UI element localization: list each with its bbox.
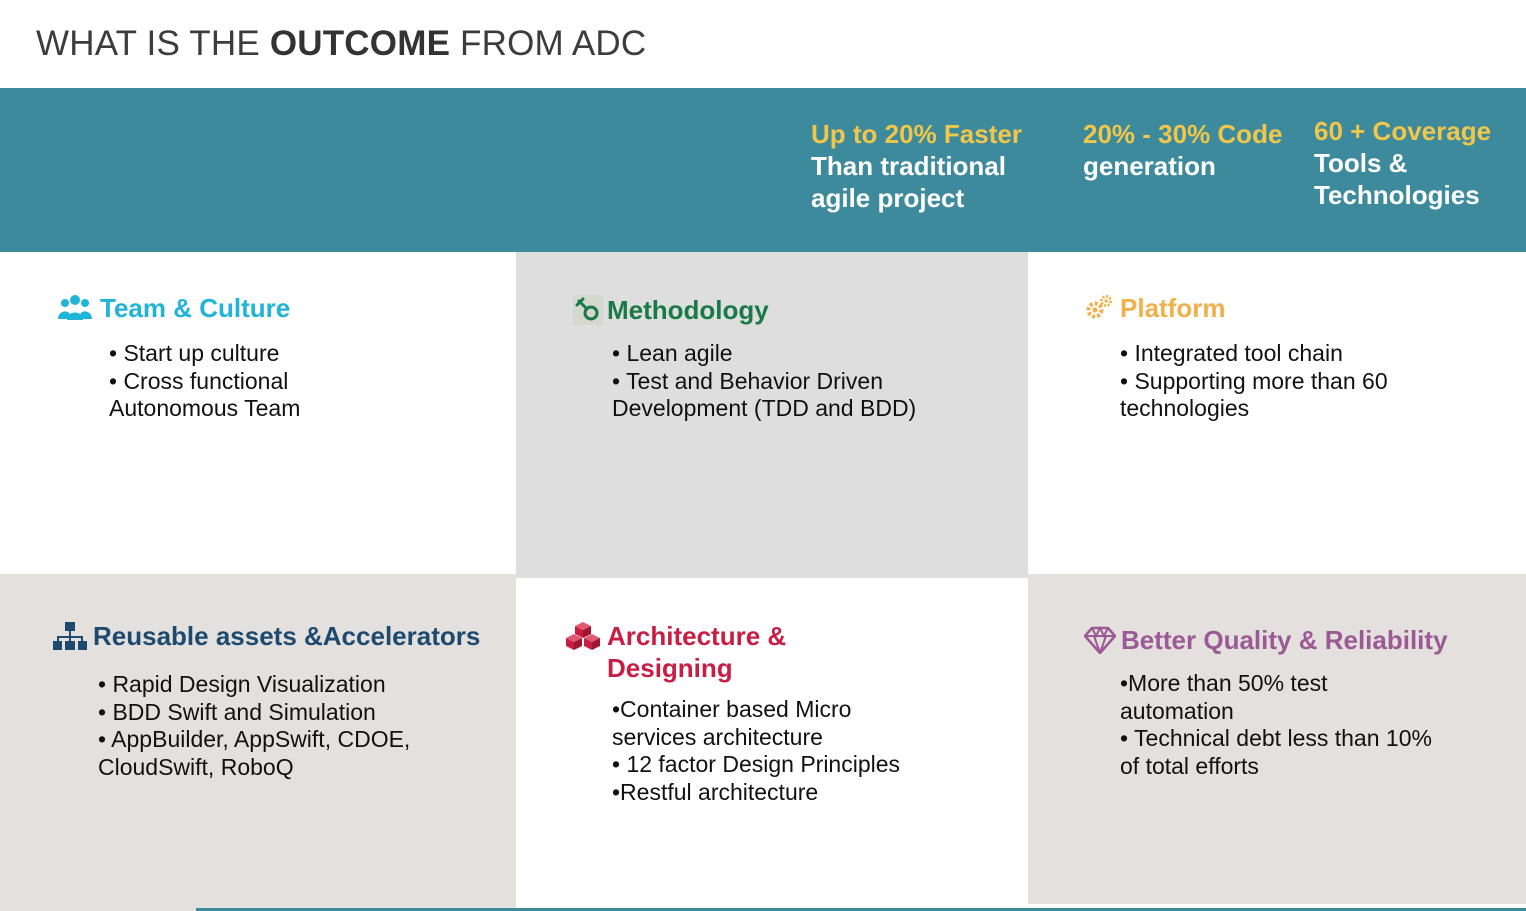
cell-heading-text: Methodology <box>607 295 769 325</box>
cell-bullets: •Container based Micro services architec… <box>612 696 952 806</box>
bullet-item: • Start up culture <box>109 340 280 366</box>
bullet-item: • Integrated tool chain <box>1120 340 1343 366</box>
stat-text: Tools & Technologies <box>1314 148 1480 210</box>
cell-bullets: •More than 50% test automation • Technic… <box>1120 670 1460 780</box>
bullet-item: • Lean agile <box>612 340 733 366</box>
pen-nib-icon <box>573 294 607 326</box>
bullet-item: • Cross functional Autonomous Team <box>109 367 301 422</box>
cell-heading-text: Platform <box>1120 293 1226 323</box>
bullet-item: • AppBuilder, AppSwift, CDOE, CloudSwift… <box>98 726 411 780</box>
stat-code-generation: 20% - 30% Code generation <box>1083 118 1303 182</box>
cell-quality: Better Quality & Reliability •More than … <box>1028 574 1526 904</box>
stat-highlight: Up to 20% Faster <box>811 119 1022 149</box>
stat-text: Than traditional agile project <box>811 151 1006 213</box>
cell-heading: Team & Culture <box>58 292 290 324</box>
cell-heading-text: Better Quality & Reliability <box>1121 625 1448 655</box>
stats-banner: Up to 20% Faster Than traditional agile … <box>0 88 1526 252</box>
cell-heading-text: Team & Culture <box>100 293 291 323</box>
bullet-item: • Technical debt less than 10% of total … <box>1120 725 1432 779</box>
title-suffix: FROM ADC <box>450 24 647 63</box>
bullet-item: •More than 50% test automation <box>1120 670 1328 724</box>
footer-divider <box>196 908 1526 911</box>
cell-methodology: Methodology • Lean agile • Test and Beha… <box>516 252 1028 578</box>
title-bold: OUTCOME <box>269 24 451 63</box>
bullet-item: • Test and Behavior Driven Development (… <box>612 367 917 422</box>
bullet-item: • BDD Swift and Simulation <box>98 698 376 725</box>
cell-heading: Methodology <box>573 294 769 326</box>
stat-coverage: 60 + Coverage Tools & Technologies <box>1314 115 1514 211</box>
cell-platform: Platform • Integrated tool chain • Suppo… <box>1028 252 1526 574</box>
stat-highlight: 20% - 30% Code <box>1083 119 1283 149</box>
cubes-icon <box>565 620 607 652</box>
stat-text: generation <box>1083 151 1216 181</box>
cell-bullets: • Rapid Design Visualization • BDD Swift… <box>98 671 458 781</box>
stat-speed: Up to 20% Faster Than traditional agile … <box>811 118 1051 214</box>
cell-heading: Reusable assets &Accelerators <box>53 620 480 652</box>
cell-reusable-assets: Reusable assets &Accelerators • Rapid De… <box>0 574 516 911</box>
cell-heading: Better Quality & Reliability <box>1084 624 1448 656</box>
bullet-item: • Supporting more than 60 technologies <box>1120 367 1388 422</box>
cell-heading: Platform <box>1086 292 1225 324</box>
cell-bullets: • Start up culture • Cross functional Au… <box>109 340 469 423</box>
cell-bullets: • Lean agile • Test and Behavior Driven … <box>612 340 992 423</box>
bullet-item: •Restful architecture <box>612 778 819 805</box>
cell-bullets: • Integrated tool chain • Supporting mor… <box>1120 340 1450 423</box>
title-prefix: WHAT IS THE <box>36 24 270 63</box>
org-chart-icon <box>53 620 93 652</box>
team-people-icon <box>58 292 100 324</box>
cell-heading: Architecture & Designing <box>565 620 837 684</box>
bullet-item: • 12 factor Design Principles <box>612 751 901 777</box>
diamond-icon <box>1084 624 1121 656</box>
page-title: WHAT IS THE OUTCOME FROM ADC <box>36 24 646 64</box>
cell-architecture: Architecture & Designing •Container base… <box>516 578 1028 911</box>
cell-heading-text: Architecture & Designing <box>607 621 787 683</box>
bullet-item: •Container based Micro services architec… <box>612 696 852 750</box>
bullet-item: • Rapid Design Visualization <box>98 671 386 697</box>
stat-highlight: 60 + Coverage <box>1314 116 1492 146</box>
cell-heading-text: Reusable assets &Accelerators <box>93 621 481 651</box>
cell-team-culture: Team & Culture • Start up culture • Cros… <box>0 252 516 574</box>
gears-icon <box>1086 292 1120 324</box>
